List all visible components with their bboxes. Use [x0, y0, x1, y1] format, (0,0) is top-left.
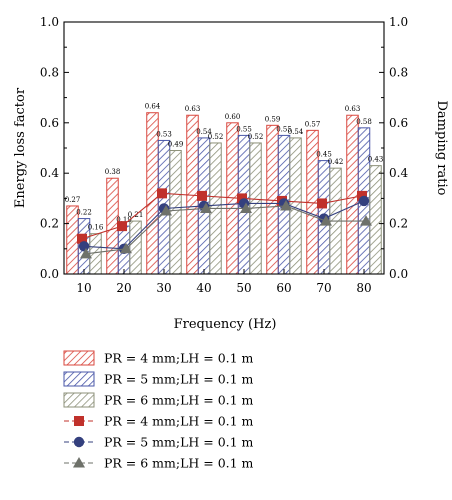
damping-point-pr6-10hz	[80, 247, 92, 259]
y2-tick-label: 1.0	[389, 15, 408, 29]
data-label-pr4-10hz: 0.27	[65, 196, 81, 204]
x-tick-label: 40	[196, 281, 211, 295]
damping-point-pr4-20hz	[117, 221, 127, 232]
damping-point-pr4-50hz	[237, 193, 247, 204]
y-tick-label: 0.4	[40, 166, 59, 180]
damping-point-pr4-10hz	[77, 233, 87, 244]
damping-line-pr5	[83, 200, 365, 250]
data-label-pr5-30hz: 0.53	[156, 130, 172, 138]
x-axis-title: Frequency (Hz)	[174, 317, 277, 332]
data-label-pr6-40hz: 0.52	[208, 133, 224, 141]
data-label-pr6-70hz: 0.42	[328, 158, 344, 166]
damping-point-pr6-60hz	[280, 199, 292, 211]
legend-marker-pr4	[74, 416, 84, 426]
legend-label-line-pr4: PR = 4 mm;LH = 0.1 m	[104, 414, 254, 429]
data-label-pr6-30hz: 0.49	[168, 141, 184, 149]
damping-point-pr4-80hz	[357, 190, 367, 201]
data-label-pr6-50hz: 0.52	[248, 133, 264, 141]
data-label-pr4-20hz: 0.38	[105, 168, 121, 176]
bar-pr6-10hz	[89, 233, 102, 275]
data-label-pr5-10hz: 0.22	[76, 209, 92, 217]
data-label-pr6-10hz: 0.16	[88, 224, 104, 232]
damping-line-pr4	[81, 192, 363, 240]
data-label-pr5-60hz: 0.55	[276, 125, 292, 133]
damping-point-pr6-70hz	[320, 215, 332, 226]
data-label-pr4-70hz: 0.57	[305, 120, 321, 128]
y2-tick-label: 0.4	[389, 166, 408, 180]
y-tick-label: 0.0	[40, 267, 59, 281]
data-label-pr6-60hz: 0.54	[288, 128, 304, 136]
x-tick-label: 30	[156, 281, 171, 295]
data-label-pr5-40hz: 0.54	[196, 128, 212, 136]
bar-pr6-80hz	[369, 165, 382, 275]
damping-point-pr6-30hz	[160, 205, 172, 216]
damping-point-pr6-80hz	[360, 215, 372, 226]
damping-point-pr5-80hz	[358, 195, 370, 207]
y2-tick-label: 0.2	[389, 217, 408, 231]
damping-point-pr4-40hz	[197, 190, 207, 201]
legend: PR = 4 mm;LH = 0.1 m PR = 5 mm;LH = 0.1 m…	[63, 350, 254, 471]
damping-point-pr4-30hz	[157, 188, 167, 199]
legend-swatch-bar-pr4	[63, 350, 95, 366]
data-label-pr4-60hz: 0.59	[265, 115, 281, 123]
data-label-pr6-80hz: 0.43	[368, 156, 384, 164]
damping-point-pr5-10hz	[78, 241, 90, 252]
data-label-pr4-80hz: 0.63	[345, 105, 361, 113]
damping-point-pr6-40hz	[200, 202, 212, 213]
axes: 0.0 0.0 0.2 0.2 0.4 0.4 0.6 0.6 0.8 0.8 1.0 1.0 10 20…	[40, 15, 409, 295]
y2-tick-label: 0.0	[389, 267, 408, 281]
y-tick-label: 0.6	[40, 116, 59, 130]
damping-point-pr6-20hz	[120, 242, 132, 254]
damping-point-pr6-50hz	[240, 202, 252, 213]
x-tick-label: 10	[76, 281, 91, 295]
bar-pr4-80hz	[346, 114, 359, 275]
x-tick-label: 70	[316, 281, 331, 295]
y-axis-title: Energy loss factor	[13, 87, 28, 208]
y-tick-label: 1.0	[40, 15, 59, 29]
y-tick-label: 0.2	[40, 217, 59, 231]
y2-axis-title: Damping ratio	[434, 101, 449, 196]
data-label-pr5-80hz: 0.58	[356, 118, 372, 126]
line-group	[77, 188, 372, 259]
bar-pr4-20hz	[106, 177, 119, 275]
legend-label-bar-pr6: PR = 6 mm;LH = 0.1 m	[104, 393, 254, 408]
y-tick-label: 0.8	[40, 65, 59, 79]
x-tick-label: 50	[236, 281, 251, 295]
data-label-pr4-40hz: 0.63	[185, 105, 201, 113]
y2-tick-label: 0.6	[389, 116, 408, 130]
legend-label-bar-pr4: PR = 4 mm;LH = 0.1 m	[104, 351, 254, 366]
data-label-pr5-70hz: 0.45	[316, 151, 332, 159]
x-tick-label: 20	[116, 281, 131, 295]
bar-pr6-30hz	[169, 150, 182, 275]
y2-tick-label: 0.8	[389, 65, 408, 79]
data-label-pr5-50hz: 0.55	[236, 125, 252, 133]
legend-swatch-bar-pr6	[63, 392, 95, 408]
data-label-pr5-20hz: 0.19	[116, 216, 132, 224]
x-tick-label: 60	[276, 281, 291, 295]
legend-marker-pr6	[73, 457, 85, 468]
legend-swatch-bar-pr5	[63, 371, 95, 387]
legend-marker-pr5	[73, 436, 85, 448]
legend-label-bar-pr5: PR = 5 mm;LH = 0.1 m	[104, 372, 254, 387]
legend-label-line-pr5: PR = 5 mm;LH = 0.1 m	[104, 435, 254, 450]
data-label-pr4-50hz: 0.60	[225, 113, 241, 121]
x-tick-label: 80	[356, 281, 371, 295]
bar-pr6-20hz	[129, 220, 142, 275]
data-label-pr4-30hz: 0.64	[145, 103, 161, 111]
legend-label-line-pr6: PR = 6 mm;LH = 0.1 m	[104, 456, 254, 471]
damping-point-pr4-70hz	[317, 198, 327, 209]
damping-line-pr6	[85, 205, 366, 255]
